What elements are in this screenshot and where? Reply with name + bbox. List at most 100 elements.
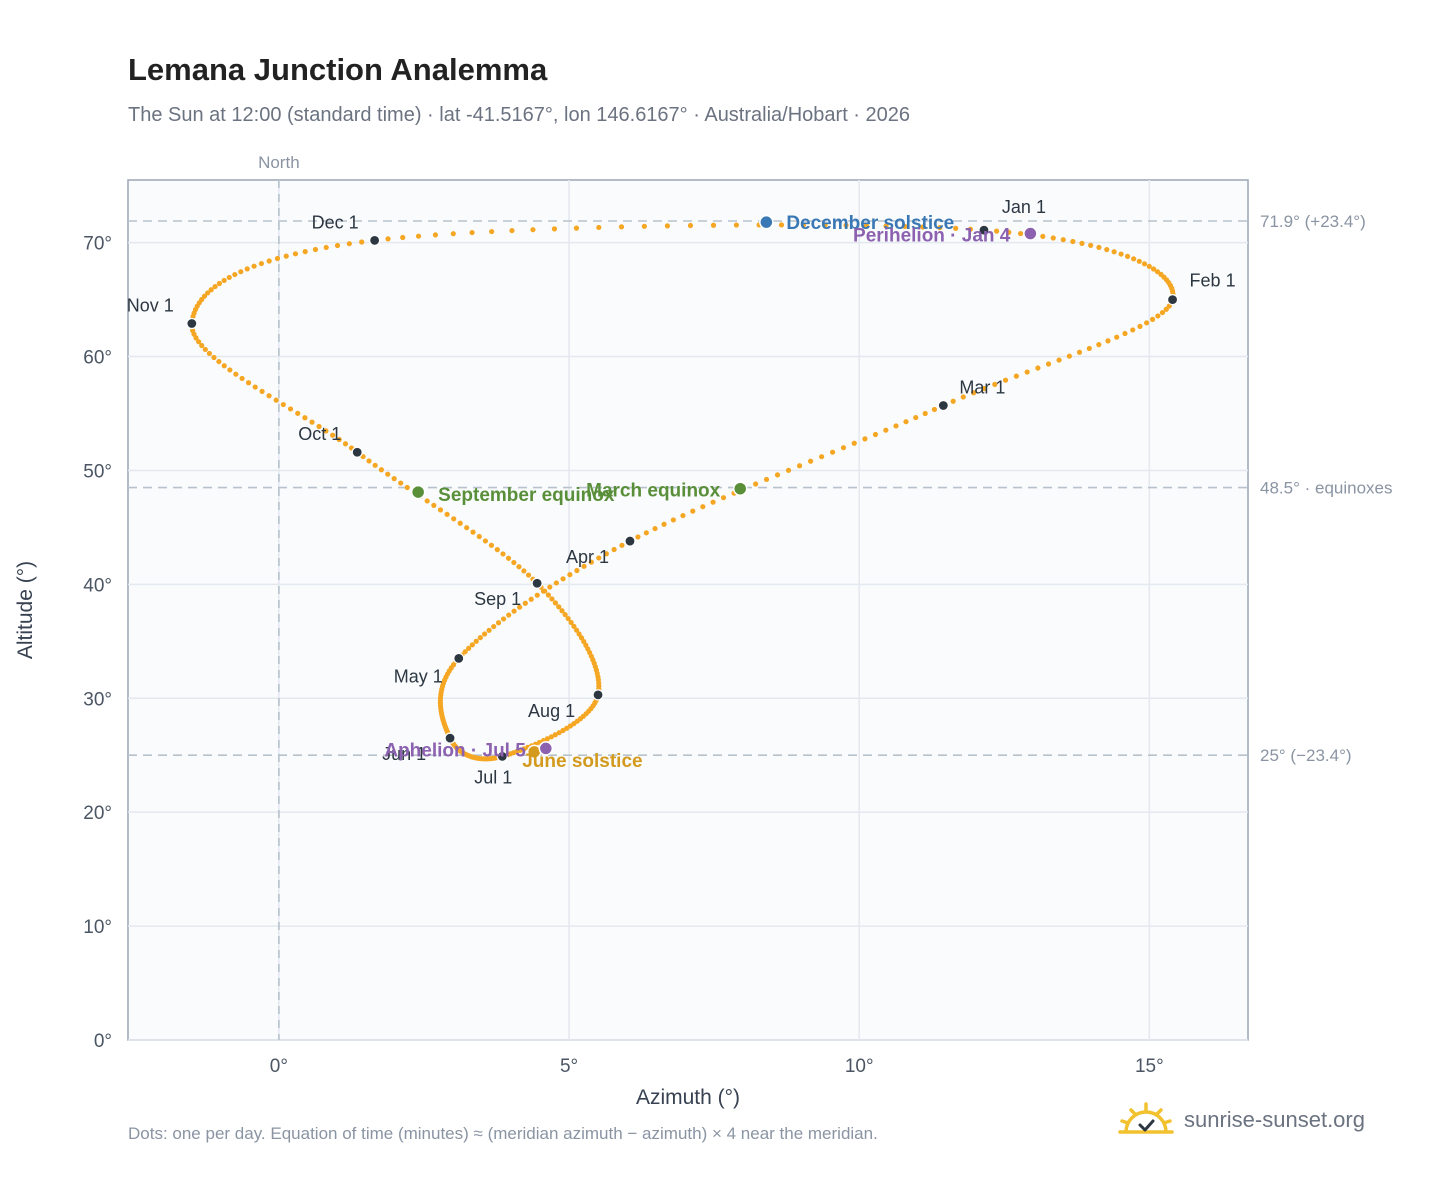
daily-sun-dot bbox=[506, 612, 512, 618]
daily-sun-dot bbox=[573, 627, 580, 633]
daily-sun-dot bbox=[211, 354, 217, 361]
daily-sun-dot bbox=[596, 555, 602, 561]
daily-sun-dot bbox=[1146, 263, 1152, 269]
daily-sun-dot bbox=[189, 317, 195, 323]
daily-sun-dot bbox=[227, 367, 233, 373]
daily-sun-dot bbox=[588, 653, 594, 659]
daily-sun-dot bbox=[309, 419, 315, 425]
daily-sun-dot bbox=[690, 508, 696, 514]
chart-title: Lemana Junction Analemma bbox=[128, 52, 548, 87]
daily-sun-dot bbox=[287, 406, 294, 412]
daily-sun-dot bbox=[437, 700, 444, 706]
daily-sun-dot bbox=[190, 313, 196, 320]
daily-sun-dot bbox=[562, 612, 568, 618]
daily-sun-dot bbox=[439, 713, 445, 719]
daily-sun-dot bbox=[1141, 261, 1148, 267]
daily-sun-dot bbox=[251, 263, 257, 269]
daily-sun-dot bbox=[545, 592, 551, 598]
daily-sun-dot bbox=[540, 588, 547, 594]
daily-sun-dot bbox=[556, 604, 562, 610]
daily-sun-dot bbox=[542, 588, 548, 594]
axes: Azimuth (°) Altitude (°) 0° 5° 10° 15° 0° 10°… bbox=[14, 234, 1164, 1109]
daily-sun-dot bbox=[1017, 230, 1024, 237]
daily-sun-dot bbox=[453, 658, 459, 665]
daily-sun-dot bbox=[398, 480, 404, 486]
daily-sun-dot bbox=[453, 744, 459, 750]
daily-sun-dot bbox=[994, 228, 1000, 234]
month-label: Aug 1 bbox=[528, 701, 575, 721]
daily-sun-dot bbox=[476, 755, 483, 762]
daily-sun-dot bbox=[1096, 244, 1102, 251]
daily-sun-dot bbox=[544, 736, 550, 742]
reference-line-label: 48.5° · equinoxes bbox=[1260, 479, 1393, 498]
month-marker bbox=[978, 224, 990, 236]
x-axis-label: Azimuth (°) bbox=[636, 1086, 740, 1109]
daily-sun-dot bbox=[447, 735, 453, 741]
daily-sun-dot bbox=[1056, 357, 1062, 363]
daily-sun-dot bbox=[497, 754, 503, 760]
daily-sun-dot bbox=[273, 397, 279, 403]
daily-sun-dot bbox=[903, 419, 909, 425]
daily-sun-dot bbox=[476, 533, 482, 540]
daily-sun-dot bbox=[1150, 266, 1157, 272]
event-label: March equinox bbox=[586, 481, 721, 502]
daily-sun-dot bbox=[534, 592, 540, 598]
daily-sun-dot bbox=[477, 635, 483, 641]
daily-sun-dot bbox=[454, 745, 460, 751]
daily-sun-dot bbox=[499, 753, 505, 759]
daily-sun-dot bbox=[504, 752, 511, 758]
daily-sun-dot bbox=[829, 449, 836, 455]
chart-subtitle: The Sun at 12:00 (standard time) · lat -… bbox=[128, 104, 911, 126]
daily-sun-dot bbox=[440, 680, 447, 686]
daily-sun-dot bbox=[1137, 323, 1143, 329]
daily-sun-dot bbox=[920, 224, 926, 230]
daily-sun-dot bbox=[940, 402, 946, 409]
daily-sun-dot bbox=[312, 246, 319, 253]
daily-sun-dot bbox=[822, 222, 828, 228]
daily-sun-dot bbox=[462, 649, 468, 655]
daily-sun-dot bbox=[581, 563, 587, 569]
daily-sun-dot bbox=[195, 339, 202, 345]
daily-sun-dot bbox=[538, 584, 544, 590]
daily-sun-dot bbox=[342, 441, 349, 447]
daily-sun-dot bbox=[194, 303, 200, 309]
daily-sun-dot bbox=[442, 722, 448, 728]
daily-sun-dot bbox=[1166, 303, 1172, 309]
daily-sun-dot bbox=[547, 584, 553, 590]
analemma-curve bbox=[189, 222, 1176, 762]
daily-sun-dot bbox=[581, 638, 587, 645]
daily-sun-dot bbox=[902, 223, 908, 230]
daily-sun-dot bbox=[245, 380, 252, 386]
x-tick-label: 5° bbox=[560, 1056, 578, 1077]
month-marker bbox=[351, 446, 363, 458]
daily-sun-dot bbox=[431, 502, 437, 509]
daily-sun-dot bbox=[1013, 373, 1019, 379]
daily-sun-dot bbox=[244, 266, 250, 272]
daily-sun-dot bbox=[652, 525, 658, 532]
daily-sun-dot bbox=[950, 398, 956, 404]
daily-sun-dot bbox=[731, 490, 737, 496]
daily-sun-dot bbox=[1158, 271, 1164, 277]
daily-sun-dot bbox=[302, 415, 308, 421]
daily-sun-dot bbox=[700, 504, 706, 510]
daily-sun-dot bbox=[611, 546, 617, 553]
daily-sun-dot bbox=[862, 436, 868, 442]
brand-logo[interactable]: sunrise-sunset.org bbox=[1118, 1102, 1365, 1138]
daily-sun-dot bbox=[1163, 306, 1169, 312]
daily-sun-dot bbox=[517, 747, 524, 753]
daily-sun-dot bbox=[199, 342, 205, 349]
daily-sun-dot bbox=[578, 635, 585, 641]
daily-sun-dot bbox=[565, 615, 571, 622]
event-marker bbox=[732, 481, 748, 496]
daily-sun-dot bbox=[577, 716, 584, 722]
north-label: North bbox=[258, 153, 300, 172]
daily-sun-dot bbox=[470, 754, 476, 760]
daily-sun-dot bbox=[595, 692, 601, 698]
daily-sun-dot bbox=[559, 608, 565, 614]
daily-sun-dot bbox=[1169, 285, 1175, 291]
daily-sun-dot bbox=[960, 394, 966, 400]
y-tick-label: 20° bbox=[83, 803, 112, 824]
daily-sun-dot bbox=[588, 705, 594, 712]
daily-sun-dot bbox=[641, 223, 647, 229]
